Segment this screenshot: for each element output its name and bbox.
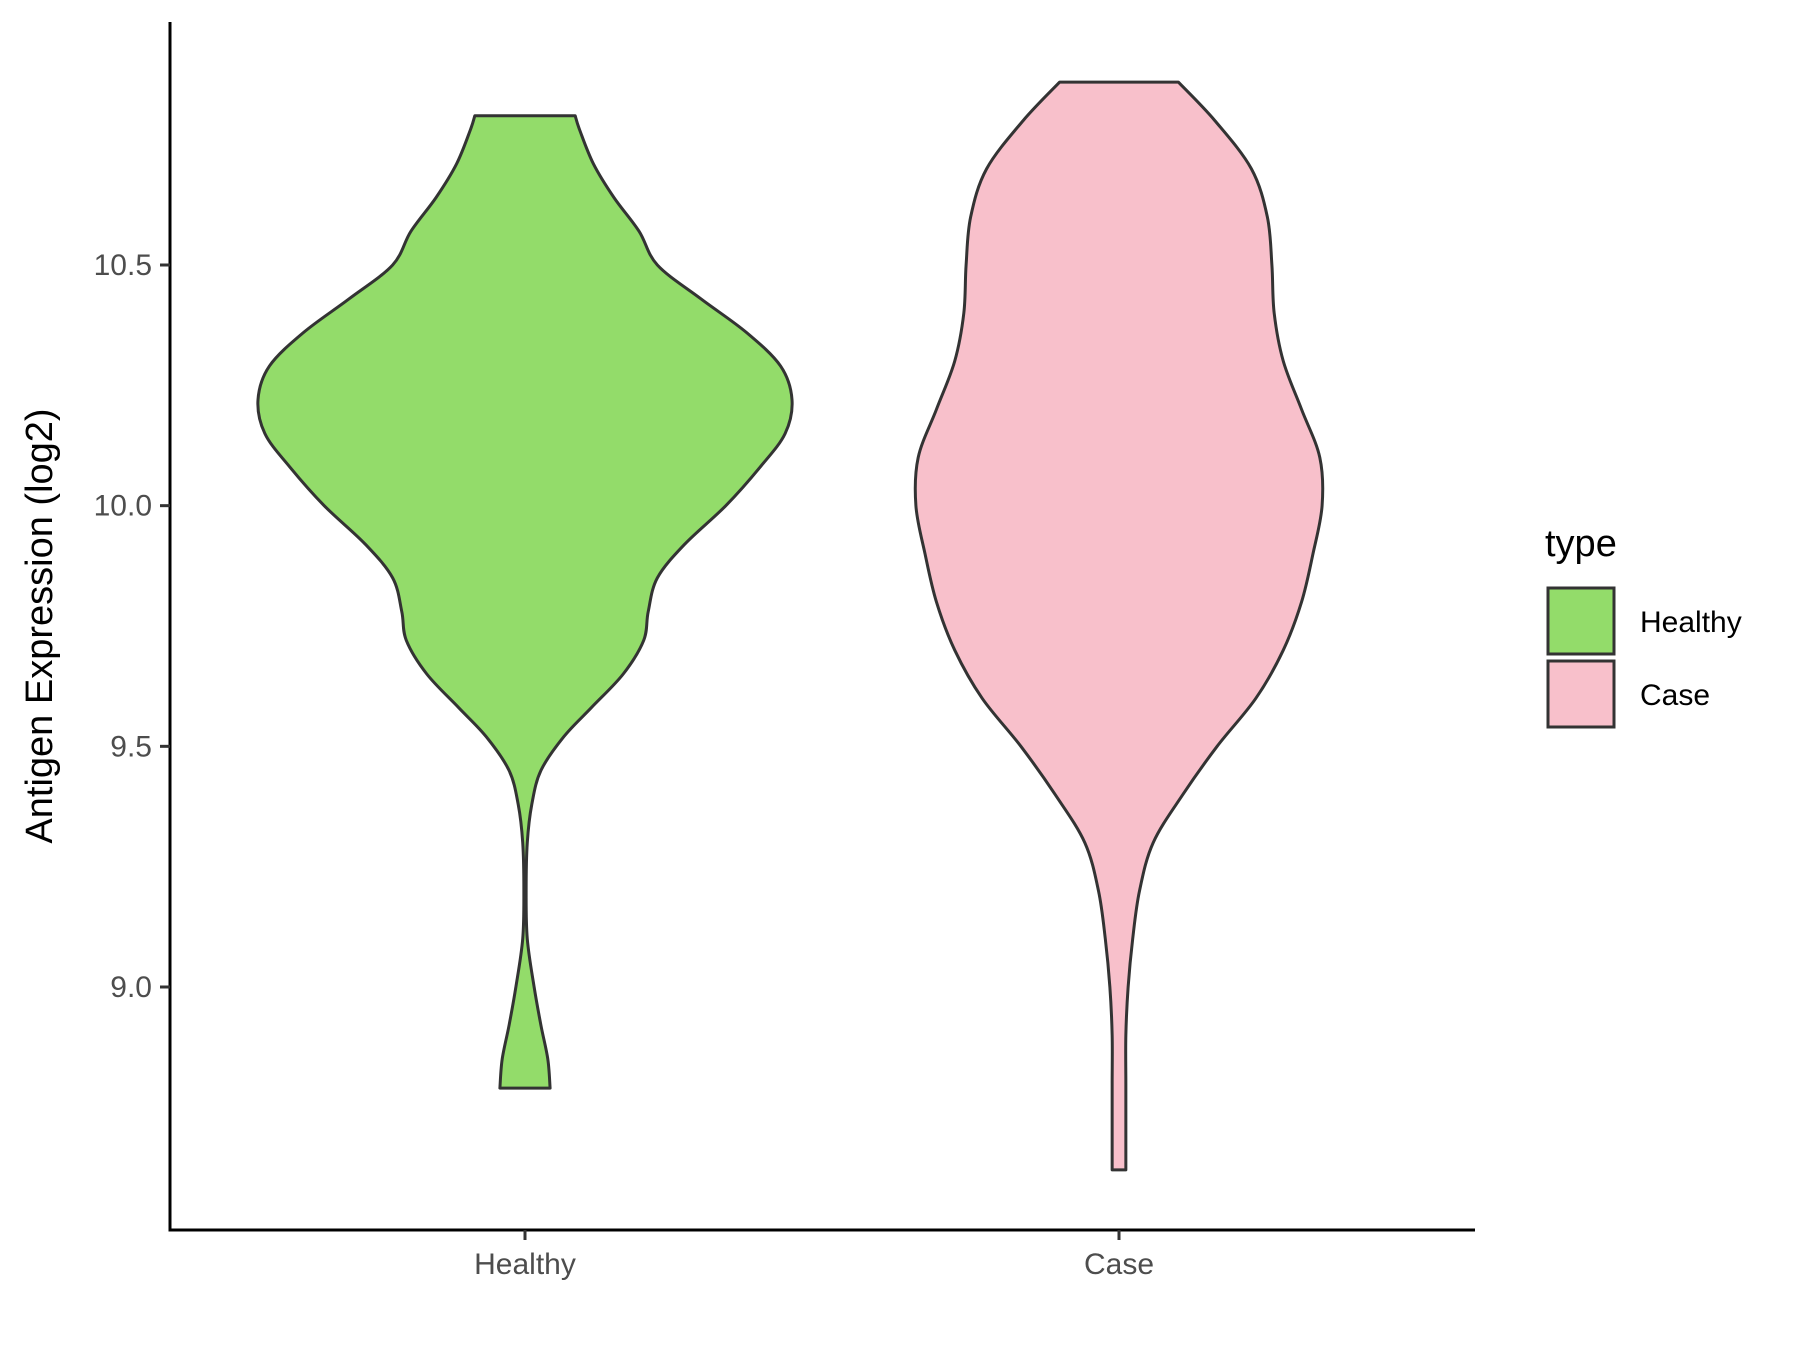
legend-label-case: Case [1640, 679, 1710, 712]
x-ticks: Healthy Case [474, 1230, 1154, 1281]
x-tick-label-healthy: Healthy [474, 1248, 576, 1281]
violin-layer [256, 80, 1325, 1172]
y-ticks: 9.0 9.5 10.0 10.5 [94, 249, 170, 1004]
x-tick-label-case: Case [1084, 1248, 1154, 1281]
y-tick-label: 9.5 [110, 730, 152, 763]
legend-key-healthy [1546, 586, 1616, 656]
legend-key-case [1546, 659, 1616, 729]
axes [168, 22, 1475, 1232]
y-tick-label: 10.5 [94, 249, 152, 282]
y-tick-label: 9.0 [110, 971, 152, 1004]
y-axis-title: Antigen Expression (log2) [19, 408, 61, 843]
legend-items: Healthy Case [1546, 586, 1742, 729]
legend-label-healthy: Healthy [1640, 606, 1742, 639]
legend-title: type [1545, 523, 1617, 565]
legend: type Healthy Case [1545, 523, 1742, 729]
violin-case [913, 80, 1325, 1172]
violin-healthy [256, 114, 794, 1090]
y-tick-label: 10.0 [94, 490, 152, 523]
